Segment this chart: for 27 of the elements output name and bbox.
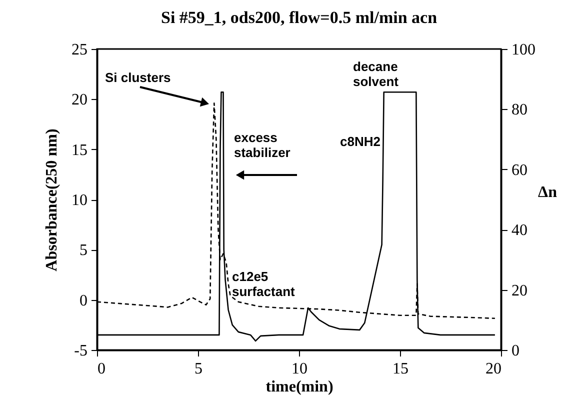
annotation: Si clusters xyxy=(105,70,171,85)
x-tick-label: 0 xyxy=(98,360,106,378)
y-tick-label: 25 xyxy=(72,42,88,58)
y-tick-label: 10 xyxy=(72,192,88,209)
y2-tick-label: 40 xyxy=(512,222,528,240)
chart-title: Si #59_1, ods200, flow=0.5 ml/min acn xyxy=(160,8,438,27)
y2-tick-label: 0 xyxy=(512,342,520,360)
y-tick-label: 0 xyxy=(80,292,88,310)
y2-tick-label: 100 xyxy=(512,42,536,58)
annotation: c12e5 surfactant xyxy=(232,269,296,299)
y-axis-title: Absorbance(250 nm) xyxy=(44,128,60,272)
y2-tick-label: 20 xyxy=(512,282,528,300)
y-tick-label: -5 xyxy=(74,342,88,360)
annotation: c8NH2 xyxy=(340,134,380,149)
y2-tick-label: 60 xyxy=(512,162,528,179)
y-tick-label: 5 xyxy=(80,242,88,260)
x-tick-label: 15 xyxy=(392,360,408,378)
x-tick-label: 5 xyxy=(194,360,202,378)
x-tick-label: 20 xyxy=(486,360,502,378)
annotation: decane solvent xyxy=(353,59,400,89)
x-axis-title: time(min) xyxy=(266,378,334,396)
x-tick-label: 10 xyxy=(292,360,308,378)
y-tick-label: 20 xyxy=(72,92,88,109)
y-tick-label: 15 xyxy=(72,142,88,159)
annotation: excess stabilizer xyxy=(234,130,290,160)
y2-tick-label: 80 xyxy=(512,102,528,119)
y2-axis-title: Δn xyxy=(538,184,558,201)
